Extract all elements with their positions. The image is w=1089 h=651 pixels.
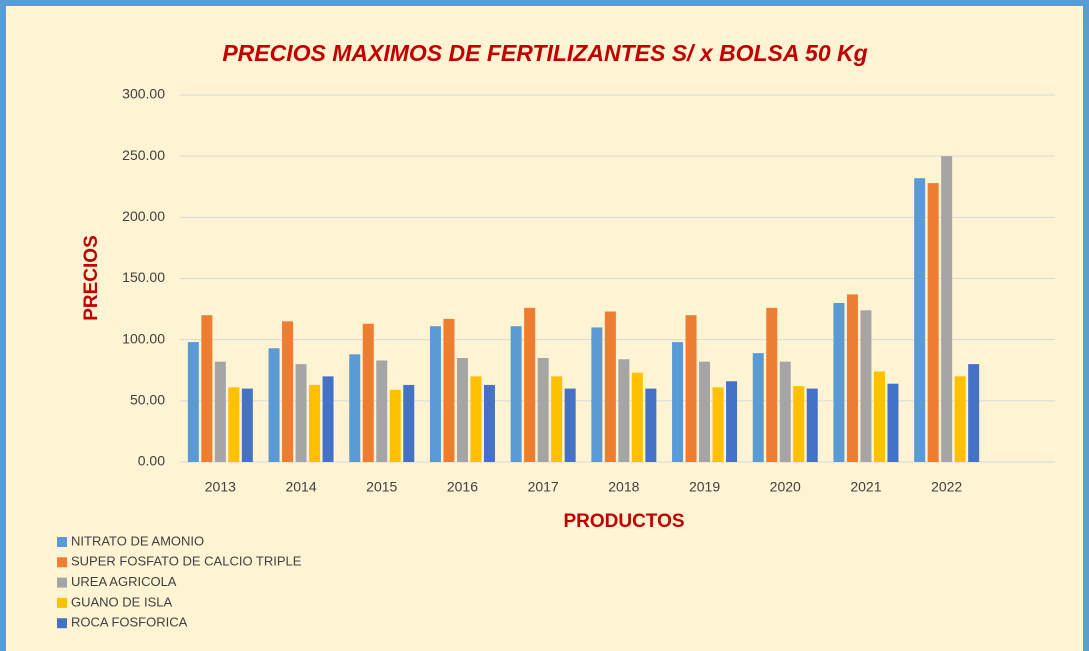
bar	[927, 183, 939, 462]
bar	[699, 361, 711, 462]
x-tick-label: 2020	[770, 479, 801, 495]
x-tick-label: 2021	[850, 479, 881, 495]
bar	[793, 386, 805, 462]
bar	[631, 372, 643, 462]
bar	[685, 315, 697, 462]
bar	[389, 389, 401, 462]
chart-title: PRECIOS MAXIMOS DE FERTILIZANTES S/ x BO…	[222, 40, 867, 66]
bar	[201, 315, 213, 462]
bar	[403, 384, 415, 462]
bar	[282, 321, 294, 462]
bar	[537, 358, 549, 462]
bar	[322, 376, 334, 462]
x-tick-label: 2015	[366, 479, 397, 495]
bar	[752, 353, 764, 462]
bar	[268, 348, 280, 462]
bar	[376, 360, 388, 462]
bar	[726, 381, 738, 462]
bar	[954, 376, 966, 462]
bar	[551, 376, 563, 462]
legend-label: NITRATO DE AMONIO	[71, 533, 204, 548]
bar	[914, 178, 926, 463]
bar	[187, 342, 199, 462]
x-tick-label: 2017	[528, 479, 559, 495]
bar	[241, 388, 253, 462]
legend-label: UREA AGRICOLA	[71, 574, 177, 589]
y-tick-label: 100.00	[122, 330, 165, 346]
legend-swatch	[57, 557, 67, 568]
bar	[591, 327, 603, 462]
y-tick-label: 250.00	[122, 147, 165, 163]
legend-swatch	[57, 618, 67, 629]
bar	[806, 388, 818, 462]
bar	[779, 361, 791, 462]
legend-label: GUANO DE ISLA	[71, 594, 172, 609]
background	[6, 6, 1083, 651]
bar	[564, 388, 576, 462]
x-tick-label: 2022	[931, 479, 962, 495]
x-axis-label: PRODUCTOS	[563, 511, 684, 532]
x-tick-label: 2014	[285, 479, 316, 495]
bar	[470, 376, 482, 462]
x-tick-label: 2019	[689, 479, 720, 495]
y-tick-label: 200.00	[122, 208, 165, 224]
bar	[766, 307, 778, 462]
bar	[645, 388, 657, 462]
bar	[510, 326, 522, 462]
bar	[968, 364, 980, 462]
y-tick-label: 150.00	[122, 269, 165, 285]
bar	[860, 310, 872, 462]
y-axis-label: PRECIOS	[81, 235, 102, 321]
bar	[618, 359, 630, 462]
bar	[672, 342, 684, 462]
legend-label: ROCA FOSFORICA	[71, 615, 188, 630]
bar	[443, 318, 455, 462]
bar	[362, 323, 374, 462]
bar	[712, 387, 724, 462]
bar	[524, 307, 536, 462]
bar	[295, 364, 307, 462]
y-tick-label: 0.00	[138, 453, 165, 469]
bar	[604, 311, 616, 462]
legend-label: SUPER FOSFATO DE CALCIO TRIPLE	[71, 554, 302, 569]
legend-swatch	[57, 577, 67, 588]
x-tick-label: 2018	[608, 479, 639, 495]
x-tick-label: 2013	[205, 479, 236, 495]
bar	[483, 384, 495, 462]
bar	[214, 361, 226, 462]
bar	[833, 302, 845, 462]
x-tick-label: 2016	[447, 479, 478, 495]
legend-swatch	[57, 597, 67, 608]
bar	[873, 371, 885, 462]
bar	[941, 156, 953, 462]
legend-swatch	[57, 537, 67, 547]
bar	[228, 387, 240, 462]
y-tick-label: 50.00	[130, 392, 165, 408]
bar	[887, 383, 899, 462]
y-tick-label: 300.00	[122, 86, 165, 102]
bar	[309, 384, 321, 462]
bar	[846, 294, 858, 462]
bar	[349, 354, 361, 462]
bar	[429, 326, 441, 462]
bar	[456, 358, 468, 462]
